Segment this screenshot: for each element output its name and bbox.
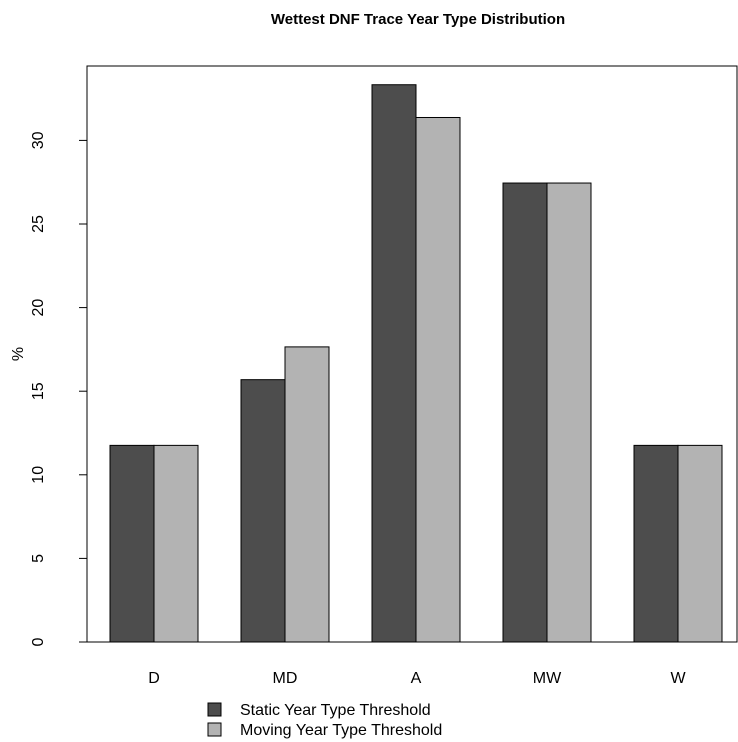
y-tick-label: 25 (30, 215, 47, 233)
legend-label: Moving Year Type Threshold (240, 722, 442, 739)
bars-group (109, 84, 723, 643)
x-tick-label: MD (273, 670, 298, 687)
bar-md-series-2 (284, 346, 330, 643)
y-tick-label: 5 (30, 554, 47, 563)
y-tick-label: 10 (30, 466, 47, 484)
bar-w-series-1 (633, 444, 679, 643)
bar-d-series-2 (153, 444, 199, 643)
y-tick-label: 30 (30, 131, 47, 149)
x-tick-label: W (670, 670, 686, 687)
bar-mw-series-2 (546, 182, 592, 643)
x-tick-label: D (148, 670, 160, 687)
chart-title: Wettest DNF Trace Year Type Distribution (271, 11, 565, 28)
y-tick-label: 20 (30, 299, 47, 317)
legend: Static Year Type Threshold Moving Year Ty… (207, 702, 442, 739)
legend-swatch (207, 722, 222, 737)
legend-swatch (207, 702, 222, 717)
x-tick-labels: D MD A MW W (148, 670, 686, 687)
x-tick-label: MW (533, 670, 562, 687)
bar-a-series-1 (371, 84, 417, 643)
bar-md-series-1 (240, 379, 286, 643)
bar-a-series-2 (415, 116, 461, 643)
y-axis-label: % (10, 347, 27, 361)
y-tick-label: 0 (30, 637, 47, 646)
legend-label: Static Year Type Threshold (240, 702, 431, 719)
x-tick-label: A (411, 670, 422, 687)
bar-mw-series-1 (502, 182, 548, 643)
y-tick-label: 15 (30, 382, 47, 400)
bar-w-series-2 (677, 444, 723, 643)
y-axis: 0 5 10 15 20 25 30 (30, 131, 88, 646)
bar-d-series-1 (109, 444, 155, 643)
